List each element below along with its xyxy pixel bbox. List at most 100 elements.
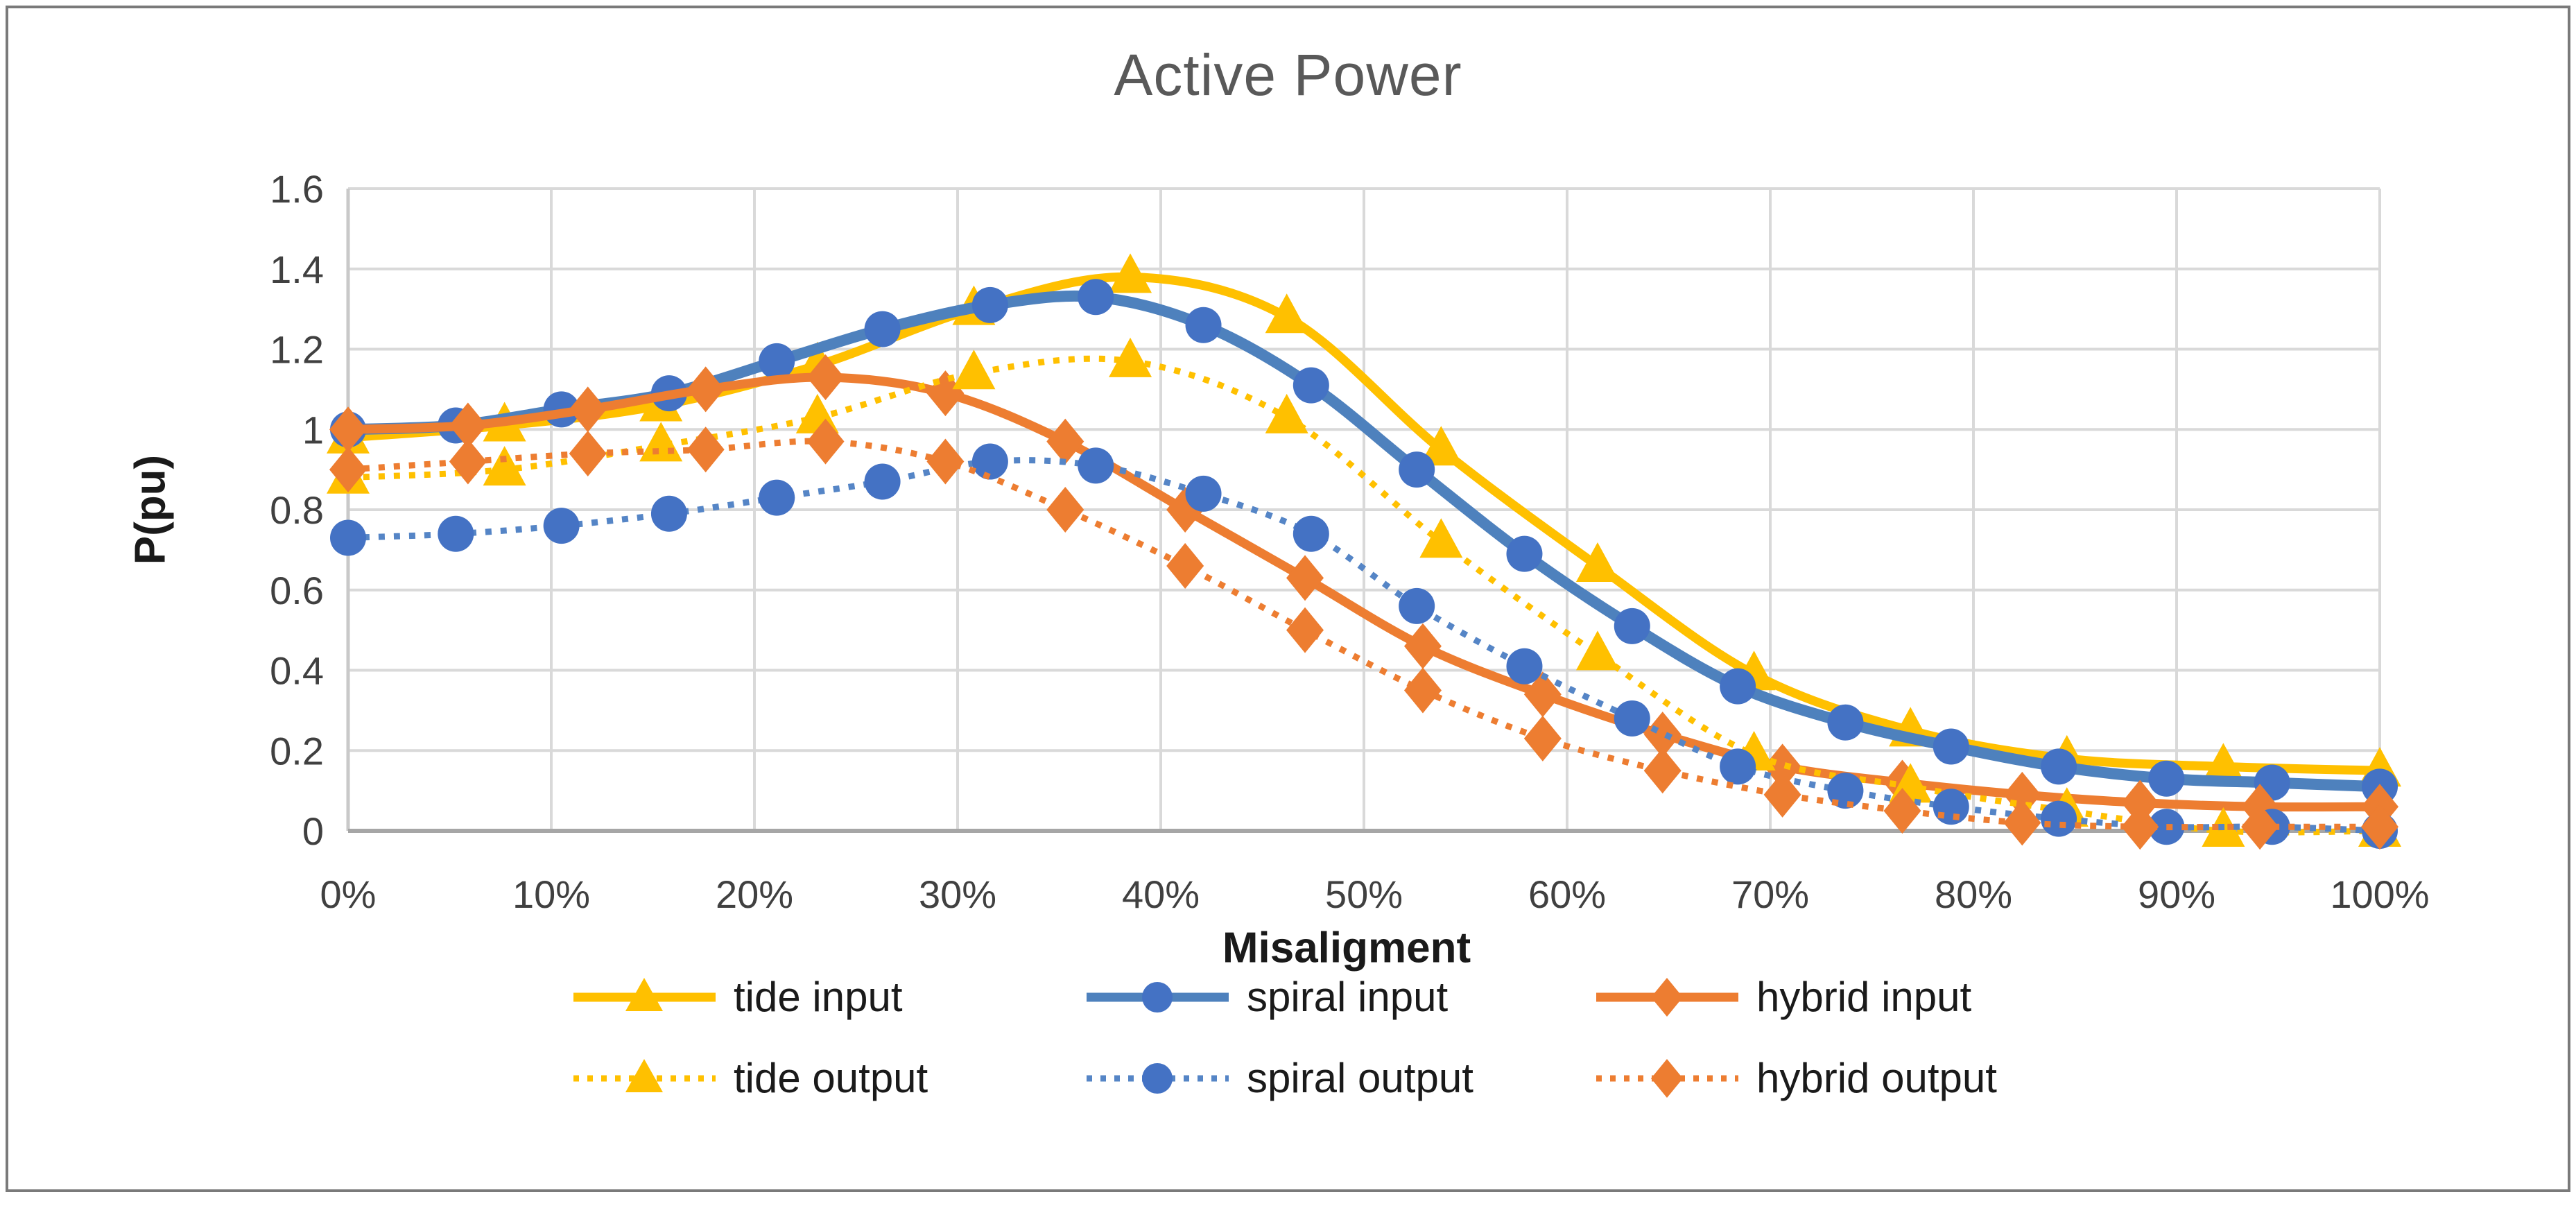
triangle-marker [2202,743,2245,783]
diamond-marker [2361,804,2398,850]
diamond-marker [1286,607,1324,653]
circle-marker [2148,760,2185,797]
x-tick-label: 50% [1325,872,1403,916]
diamond-marker [686,427,725,473]
x-tick-label: 20% [716,872,793,916]
triangle-marker [1419,426,1463,466]
diamond-marker [1403,623,1442,669]
diamond-marker [1046,418,1084,465]
y-tick-label: 1.2 [270,328,324,372]
diamond-marker [1643,712,1682,758]
diamond-marker [2241,804,2279,850]
circle-marker [438,515,474,552]
circle-marker [759,479,795,516]
diamond-marker [2121,779,2159,826]
diamond-marker [569,386,607,433]
diamond-marker [1046,487,1084,533]
circle-marker [1827,704,1864,741]
series-tide-output-line [347,355,2380,836]
diamond-marker [806,418,845,465]
triangle-marker [639,422,683,462]
diamond-marker [1166,543,1204,589]
diamond-marker [806,354,845,401]
x-tick-label: 100% [2330,872,2429,916]
diamond-marker [449,438,487,485]
circle-marker [2041,748,2077,785]
circle-marker [1614,608,1650,644]
triangle-marker [483,446,526,486]
circle-marker [1293,515,1329,552]
y-tick-label: 1 [302,408,324,451]
circle-marker [1933,789,1969,825]
x-tick-label: 30% [919,872,996,916]
circle-marker [650,495,687,532]
circle-marker [971,286,1008,323]
y-tick-label: 0.6 [270,569,324,612]
y-tick-label: 0 [302,809,324,853]
triangle-marker [1419,518,1463,558]
circle-marker [543,508,580,544]
triangle-marker [952,350,996,390]
series-hybrid-output [329,418,2398,850]
chart-title: Active Power [1114,42,1462,107]
series-tide-input-line [347,272,2380,775]
x-axis-title: Misaligment [1222,924,1471,972]
circle-marker [864,311,901,347]
x-tick-label: 10% [512,872,590,916]
circle-marker [1720,668,1756,705]
circle-marker [1506,535,1543,572]
y-tick-labels: 1.6 1.4 1.2 1 0.8 0.6 0.4 0.2 0 [270,167,324,853]
x-tick-label: 80% [1935,872,2012,916]
series-tide-output [327,337,2401,847]
circle-marker [2041,800,2077,837]
circle-marker [1078,279,1114,316]
diamond-marker [1763,743,1801,790]
y-tick-label: 0.8 [270,488,324,532]
circle-marker [1185,307,1222,343]
triangle-marker [1265,393,1308,433]
y-tick-label: 1.4 [270,248,324,291]
circle-marker [330,519,366,556]
x-tick-label: 60% [1528,872,1606,916]
y-tick-label: 0.2 [270,729,324,773]
circle-marker [971,443,1008,480]
triangle-marker [1109,337,1152,377]
triangle-marker [1575,630,1619,671]
triangle-marker [1109,253,1152,293]
diamond-marker [2003,800,2041,846]
circle-marker [1720,748,1756,785]
circle-marker [1399,451,1435,488]
diamond-marker [1763,771,1801,818]
chart-container: Active Power 1.6 1.4 1.2 1 0.8 0.6 0.4 0.2 0 0% 10… [6,6,2570,1192]
y-axis-title: P(pu) [126,454,175,565]
diamond-marker [686,366,725,413]
diamond-marker [1523,671,1562,718]
x-tick-labels: 0% 10% 20% 30% 40% 50% 60% 70% 80% 90% 100% [320,872,2430,916]
diamond-marker [449,402,487,449]
plot-area: 1.6 1.4 1.2 1 0.8 0.6 0.4 0.2 0 0% 10% 20% 30% 40% 50%… [270,167,2430,916]
diamond-marker [1883,788,1921,834]
diamond-marker [1286,555,1324,601]
diamond-marker [329,406,367,453]
diamond-marker [926,438,965,485]
diamond-marker [2121,804,2159,850]
x-tick-label: 0% [320,872,377,916]
diamond-marker [1403,667,1442,714]
diamond-marker [569,430,607,476]
circle-marker [1078,447,1114,484]
circle-marker [1293,367,1329,404]
circle-marker [1506,648,1543,684]
gridlines [348,187,2381,831]
x-tick-label: 70% [1731,872,1809,916]
diamond-marker [1643,748,1682,794]
circle-marker [864,463,901,500]
x-tick-label: 40% [1122,872,1200,916]
series-hybrid-input [329,354,2398,830]
circle-marker [1614,700,1650,736]
circle-marker [1933,728,1969,765]
circle-marker [1185,475,1222,512]
x-tick-label: 90% [2138,872,2215,916]
circle-marker [759,343,795,379]
y-tick-label: 0.4 [270,649,324,693]
